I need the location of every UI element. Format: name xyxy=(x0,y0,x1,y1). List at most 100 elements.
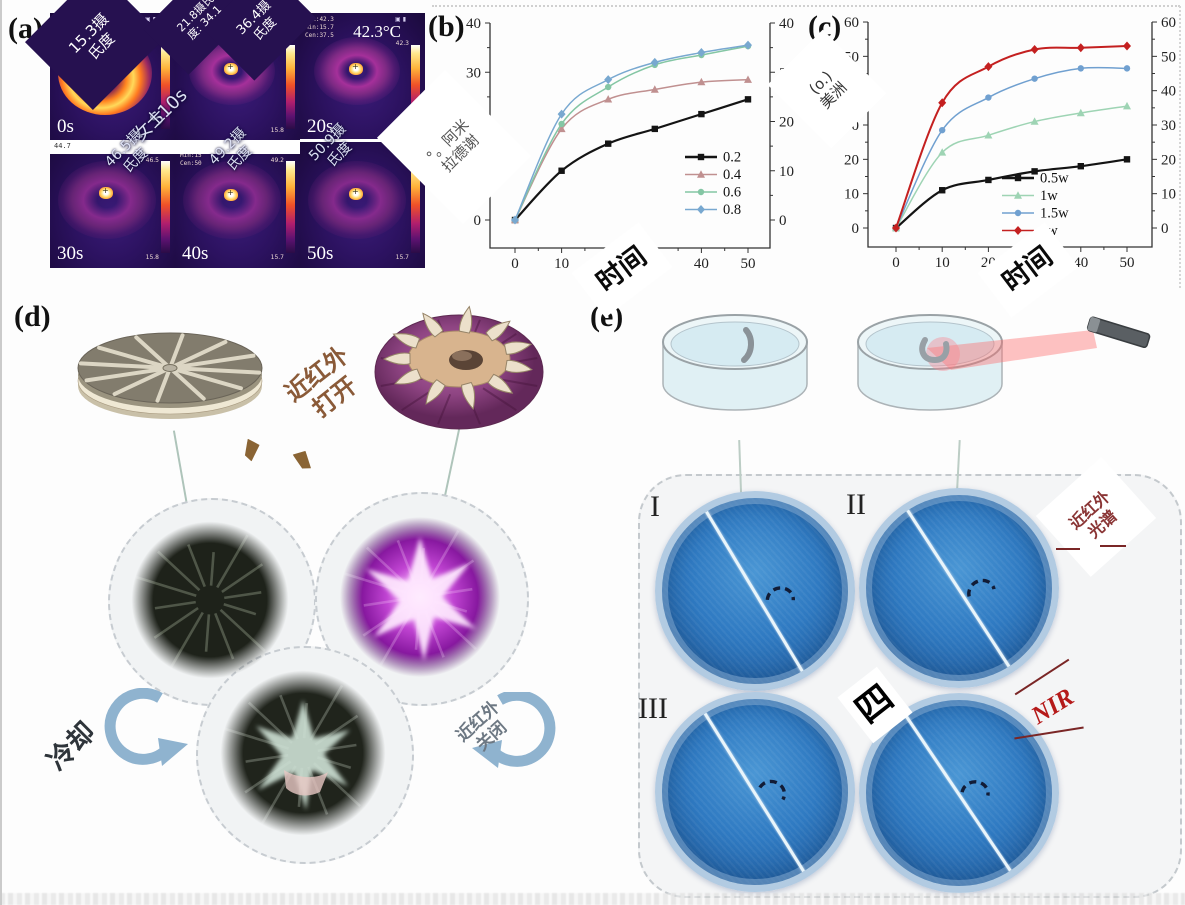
time-label: 20s xyxy=(307,116,334,137)
flower-petal xyxy=(458,305,473,334)
series-marker-0.2 xyxy=(744,96,752,103)
disc-spoke xyxy=(112,367,169,397)
photo-streak xyxy=(204,614,211,652)
colorbar xyxy=(286,45,295,129)
pale-flower xyxy=(256,700,350,810)
nir-on-arrow-fragment xyxy=(293,448,315,473)
legend-marker xyxy=(697,188,705,196)
series-line-0.5w xyxy=(895,158,1128,229)
colorbar xyxy=(161,161,170,253)
series-marker-1.5w xyxy=(939,126,946,134)
flower-petal xyxy=(425,379,446,405)
y-tick-label-right: 20 xyxy=(1161,152,1176,168)
laser-beam xyxy=(927,330,1097,370)
y-tick-label: 30 xyxy=(466,65,481,81)
dotted-top-border xyxy=(432,5,1180,7)
legend-label-1w: 1w xyxy=(1040,188,1058,204)
shape-memory-sample xyxy=(758,779,787,801)
flower-petal xyxy=(504,359,533,373)
flower-petal xyxy=(382,352,411,366)
series-marker-1w xyxy=(938,148,947,156)
x-tick-label: 10 xyxy=(554,256,569,272)
series-line-0.8 xyxy=(514,44,749,221)
series-marker-0.5w xyxy=(1077,163,1084,170)
cooling-arrow xyxy=(104,688,188,766)
legend-label-0.8: 0.8 xyxy=(723,202,741,218)
legend-marker xyxy=(697,205,705,214)
x-tick-label: 0 xyxy=(892,255,900,271)
series-marker-2w xyxy=(984,62,993,72)
dish-label-i: I xyxy=(650,490,660,523)
nir-on-arrow-fragment xyxy=(243,439,261,463)
y-tick-label: 10 xyxy=(844,187,859,203)
disc-spoke xyxy=(173,353,256,370)
series-marker-0.5w xyxy=(1123,156,1131,163)
curling-sample-strip xyxy=(919,337,950,364)
colorbar xyxy=(286,161,295,253)
legend-marker xyxy=(1014,226,1022,235)
battery-icon: ▮ xyxy=(402,16,408,23)
row-gap-line xyxy=(300,139,425,142)
flower-petal xyxy=(485,320,511,342)
legend-label-0.2: 0.2 xyxy=(723,150,741,166)
y-tick-label: 20 xyxy=(844,152,859,168)
closed-disc-render xyxy=(77,332,263,419)
figure-left-border xyxy=(0,0,2,905)
flower-stripe xyxy=(437,393,452,425)
chart-c-svg: 00101020203030404050506060010203040500.5… xyxy=(844,15,1176,271)
photo-streak xyxy=(209,552,215,586)
y-tick-label-right: 10 xyxy=(779,164,794,180)
photo-closed-flower xyxy=(114,504,306,696)
y-tick-label-right: 0 xyxy=(779,213,787,229)
disc-spoke xyxy=(168,333,185,368)
row-gap xyxy=(50,140,300,154)
legend-marker xyxy=(697,170,705,178)
series-line-0.6 xyxy=(514,45,749,221)
y-tick-label-right: 0 xyxy=(1161,221,1169,237)
colorbar-min: 15.7 xyxy=(395,254,409,261)
screen-icon: ▣ xyxy=(145,16,153,23)
series-marker-0.4 xyxy=(650,85,659,93)
shape-memory-sample xyxy=(960,780,990,796)
legend-marker xyxy=(1014,191,1022,199)
series-marker-0.4 xyxy=(604,95,613,103)
cen-reading: Cen:37.5 xyxy=(305,31,334,39)
glow-star xyxy=(366,537,476,661)
photo-streak xyxy=(309,684,344,741)
shape-memory-sample xyxy=(765,586,796,601)
series-marker-0.2 xyxy=(698,110,705,118)
series-marker-0.8 xyxy=(697,48,706,58)
open-flower-render xyxy=(374,305,544,430)
disc-spoke xyxy=(78,361,167,370)
series-marker-0.8 xyxy=(650,57,659,67)
series-marker-0.2 xyxy=(605,140,612,147)
petri-photo-iv xyxy=(859,693,1059,893)
series-marker-0.4 xyxy=(557,124,566,133)
series-marker-1.5w xyxy=(1123,65,1131,72)
max-reading: Max:42.3 xyxy=(305,16,334,23)
series-marker-2w xyxy=(1076,43,1085,53)
center-cross-marker: + xyxy=(352,62,359,71)
series-marker-1.5w xyxy=(1031,75,1038,82)
hot-spot: + xyxy=(224,188,238,201)
series-marker-0.8 xyxy=(744,40,752,50)
photo-streak xyxy=(219,608,266,652)
series-marker-2w xyxy=(1030,44,1039,54)
hot-spot: + xyxy=(99,186,113,199)
thermal-ring xyxy=(58,161,156,239)
nir-dash-line xyxy=(1100,545,1126,547)
disc-spoke xyxy=(134,335,170,368)
disc-spoke xyxy=(173,366,262,375)
pink-petal xyxy=(284,770,328,796)
hot-spot: + xyxy=(349,62,363,75)
panel-d-label: (d) xyxy=(14,300,51,333)
flower-petal xyxy=(394,368,422,385)
time-label: 0s xyxy=(57,116,74,137)
y-tick-label: 0 xyxy=(474,213,482,229)
connector-line xyxy=(172,430,190,512)
petri-photo-iii xyxy=(655,692,855,892)
photo-streak xyxy=(169,611,204,669)
disc-spoke xyxy=(155,368,172,403)
center-cross-marker: + xyxy=(227,62,234,71)
petri-photo-ii xyxy=(859,488,1059,688)
